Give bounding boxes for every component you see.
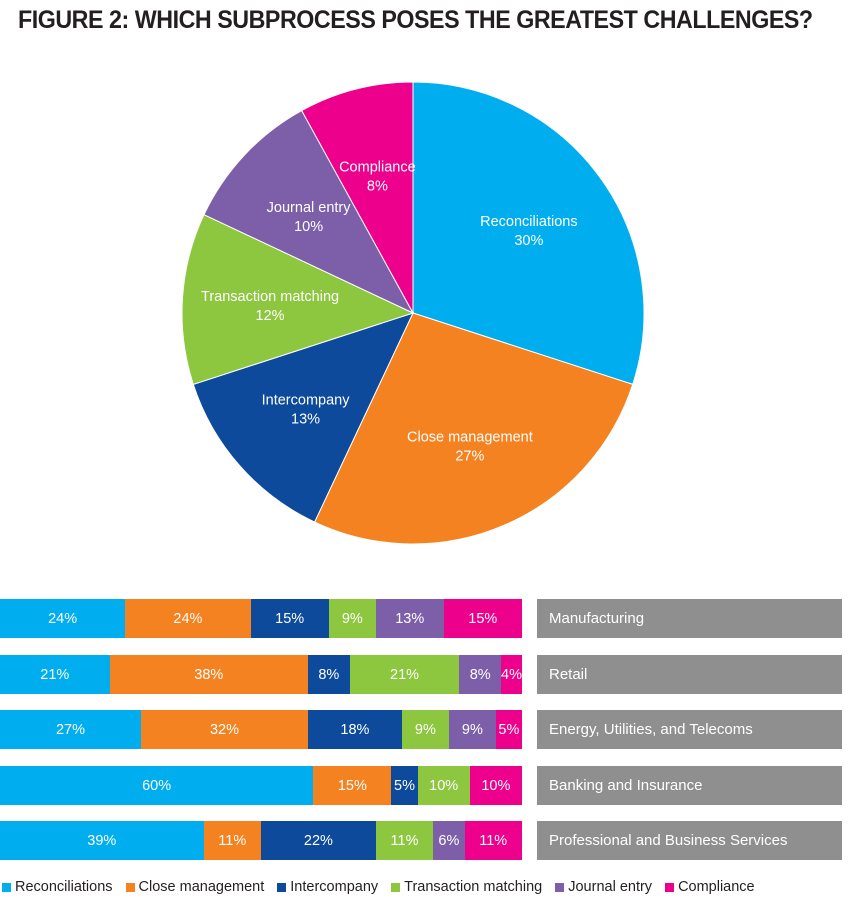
bar-segment: 39% bbox=[0, 821, 204, 860]
bar-segment: 15% bbox=[250, 599, 329, 638]
legend: Reconciliations Close management Intercomp… bbox=[2, 879, 768, 895]
bar-segment: 21% bbox=[0, 655, 110, 694]
bar-segment: 11% bbox=[203, 821, 261, 860]
legend-swatch bbox=[391, 882, 401, 892]
bar-segment: 22% bbox=[260, 821, 376, 860]
bar-segment: 24% bbox=[0, 599, 126, 638]
pie-slice-value-3: 12% bbox=[256, 308, 285, 324]
bar-segment: 60% bbox=[0, 766, 314, 805]
figure-title: FIGURE 2: WHICH SUBPROCESS POSES THE GRE… bbox=[18, 6, 813, 34]
legend-label: Reconciliations bbox=[15, 879, 113, 895]
bar-segment: 9% bbox=[448, 710, 496, 749]
legend-item: Close management bbox=[125, 879, 265, 895]
bar-segment: 18% bbox=[307, 710, 402, 749]
bar-segment: 38% bbox=[109, 655, 308, 694]
bar-segment: 5% bbox=[391, 766, 418, 805]
legend-item: Reconciliations bbox=[2, 879, 113, 895]
pie-slice-value-0: 30% bbox=[514, 233, 543, 249]
category-label: Manufacturing bbox=[537, 599, 842, 638]
legend-item: Journal entry bbox=[555, 879, 652, 895]
category-label: Energy, Utilities, and Telecoms bbox=[537, 710, 842, 749]
category-label: Banking and Insurance bbox=[537, 766, 842, 805]
legend-swatch bbox=[665, 882, 675, 892]
pie-slice-0 bbox=[412, 81, 645, 386]
category-label: Retail bbox=[537, 655, 842, 694]
legend-swatch bbox=[125, 882, 135, 892]
pie-slice-name-2: Intercompany bbox=[262, 393, 351, 409]
pie-slice-name-5: Compliance bbox=[339, 159, 416, 175]
bar-segment: 15% bbox=[443, 599, 522, 638]
pie-slice-value-5: 8% bbox=[367, 178, 388, 194]
legend-label: Intercompany bbox=[290, 879, 379, 895]
legend-label: Close management bbox=[138, 879, 265, 895]
bar-row: 24% 24% 15% 9% 13% 15% bbox=[0, 599, 522, 638]
bar-row: 39% 11% 22% 11% 6% 11% bbox=[0, 821, 522, 860]
pie-slice-3 bbox=[181, 213, 415, 386]
bar-segment: 4% bbox=[501, 655, 522, 694]
bar-row: 60% 15% 5% 10% 10% bbox=[0, 766, 522, 805]
bar-segment: 15% bbox=[313, 766, 392, 805]
pie-slice-2 bbox=[192, 312, 414, 523]
bar-segment: 8% bbox=[307, 655, 350, 694]
bar-row: 21% 38% 8% 21% 8% 4% bbox=[0, 655, 522, 694]
bar-segment: 11% bbox=[464, 821, 522, 860]
bar-segment: 21% bbox=[349, 655, 460, 694]
legend-item: Compliance bbox=[665, 879, 755, 895]
bar-segment: 10% bbox=[417, 766, 470, 805]
pie-slice-value-1: 27% bbox=[455, 448, 484, 464]
bar-segment: 13% bbox=[375, 599, 444, 638]
bar-row: 27% 32% 18% 9% 9% 5% bbox=[0, 710, 522, 749]
bar-segment: 9% bbox=[401, 710, 449, 749]
legend-swatch bbox=[2, 882, 11, 892]
bar-segment: 9% bbox=[328, 599, 376, 638]
category-label: Professional and Business Services bbox=[537, 821, 842, 860]
bar-segment: 32% bbox=[140, 710, 308, 749]
legend-label: Transaction matching bbox=[404, 879, 543, 895]
pie-slice-name-1: Close management bbox=[407, 429, 533, 445]
bar-segment: 6% bbox=[433, 821, 465, 860]
legend-swatch bbox=[555, 882, 565, 892]
legend-item: Intercompany bbox=[277, 879, 378, 895]
pie-slice-1 bbox=[313, 312, 634, 545]
legend-swatch bbox=[277, 882, 287, 892]
legend-label: Journal entry bbox=[568, 879, 653, 895]
legend-item: Transaction matching bbox=[391, 879, 542, 895]
bar-segment: 5% bbox=[495, 710, 522, 749]
bar-segment: 11% bbox=[375, 821, 434, 860]
pie-slice-value-4: 10% bbox=[294, 219, 323, 235]
pie-slice-4 bbox=[203, 109, 415, 315]
pie-slice-value-2: 13% bbox=[291, 412, 320, 428]
legend-label: Compliance bbox=[678, 879, 755, 895]
bar-segment: 24% bbox=[125, 599, 251, 638]
pie-slice-name-4: Journal entry bbox=[267, 200, 352, 216]
bar-segment: 8% bbox=[459, 655, 502, 694]
pie-slice-5 bbox=[301, 81, 414, 314]
bar-segment: 10% bbox=[469, 766, 522, 805]
pie-chart: Reconciliations 30% Close management 27% Int… bbox=[181, 81, 645, 545]
bar-segment: 27% bbox=[0, 710, 141, 749]
pie-slice-name-3: Transaction matching bbox=[201, 289, 339, 305]
pie-slice-name-0: Reconciliations bbox=[480, 214, 578, 230]
